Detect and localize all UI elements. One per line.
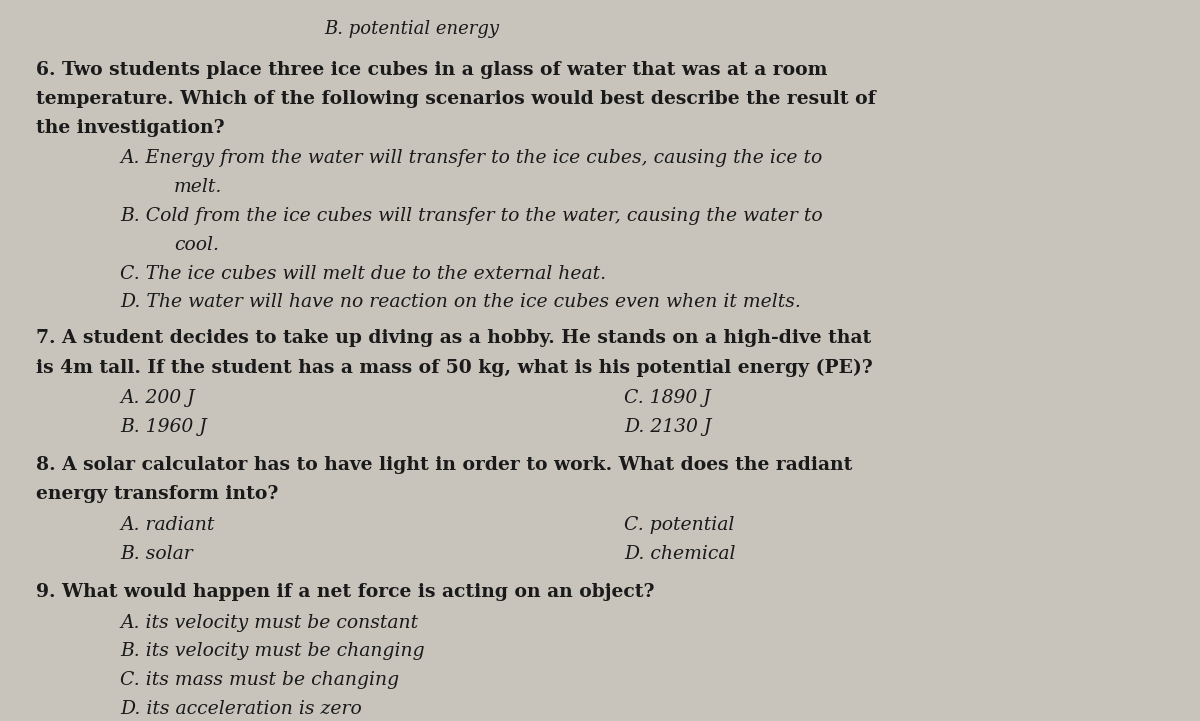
Text: energy transform into?: energy transform into? — [36, 485, 278, 503]
Text: D. The water will have no reaction on the ice cubes even when it melts.: D. The water will have no reaction on th… — [120, 293, 800, 311]
Text: B. its velocity must be changing: B. its velocity must be changing — [120, 642, 425, 660]
Text: B. solar: B. solar — [120, 545, 193, 563]
Text: A. its velocity must be constant: A. its velocity must be constant — [120, 614, 418, 632]
Text: B. potential energy: B. potential energy — [324, 20, 499, 38]
Text: C. 1890 J: C. 1890 J — [624, 389, 710, 407]
Text: 7. A student decides to take up diving as a hobby. He stands on a high-dive that: 7. A student decides to take up diving a… — [36, 329, 871, 348]
Text: 9. What would happen if a net force is acting on an object?: 9. What would happen if a net force is a… — [36, 583, 654, 601]
Text: B. Cold from the ice cubes will transfer to the water, causing the water to: B. Cold from the ice cubes will transfer… — [120, 207, 823, 225]
Text: C. its mass must be changing: C. its mass must be changing — [120, 671, 400, 689]
Text: cool.: cool. — [174, 236, 220, 254]
Text: 8. A solar calculator has to have light in order to work. What does the radiant: 8. A solar calculator has to have light … — [36, 456, 852, 474]
Text: the investigation?: the investigation? — [36, 119, 224, 137]
Text: D. 2130 J: D. 2130 J — [624, 418, 712, 436]
Text: A. Energy from the water will transfer to the ice cubes, causing the ice to: A. Energy from the water will transfer t… — [120, 149, 822, 167]
Text: A. radiant: A. radiant — [120, 516, 215, 534]
Text: is 4m tall. If the student has a mass of 50 kg, what is his potential energy (PE: is 4m tall. If the student has a mass of… — [36, 358, 872, 376]
Text: D. chemical: D. chemical — [624, 545, 736, 563]
Text: melt.: melt. — [174, 178, 222, 196]
Text: temperature. Which of the following scenarios would best describe the result of: temperature. Which of the following scen… — [36, 90, 876, 108]
Text: 6. Two students place three ice cubes in a glass of water that was at a room: 6. Two students place three ice cubes in… — [36, 61, 827, 79]
Text: B. 1960 J: B. 1960 J — [120, 418, 206, 436]
Text: A. 200 J: A. 200 J — [120, 389, 194, 407]
Text: C. The ice cubes will melt due to the external heat.: C. The ice cubes will melt due to the ex… — [120, 265, 606, 283]
Text: C. potential: C. potential — [624, 516, 734, 534]
Text: D. its acceleration is zero: D. its acceleration is zero — [120, 700, 361, 718]
